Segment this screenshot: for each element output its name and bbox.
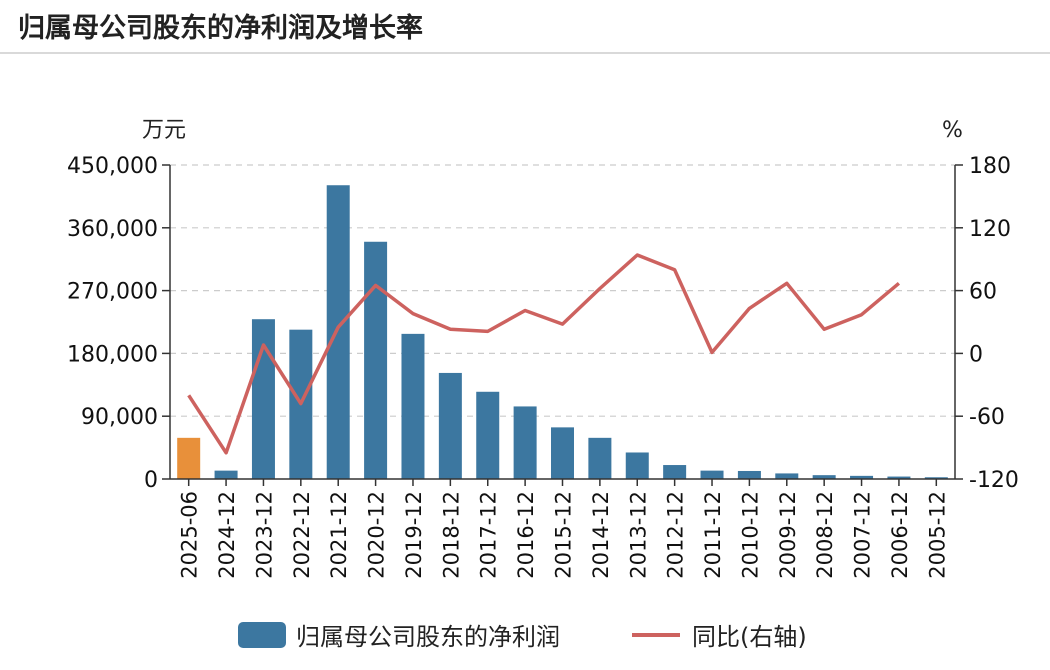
bar-2012-12 <box>663 465 687 479</box>
bar-2020-12 <box>364 241 388 479</box>
x-tick-label: 2017-12 <box>477 491 501 579</box>
bar-2008-12 <box>812 475 836 479</box>
bar-2024-12 <box>214 470 238 479</box>
x-tick-label: 2013-12 <box>626 491 650 579</box>
bar-2007-12 <box>850 475 874 479</box>
x-tick-label: 2021-12 <box>327 491 351 579</box>
growth-line <box>187 253 901 455</box>
bar-2017-12 <box>476 391 500 479</box>
x-tick-label: 2015-12 <box>552 491 576 579</box>
right-tick-label: -60 <box>969 405 1005 430</box>
axes: 0 90,000 180,000 270,000 360,000 450,000 -120 -… <box>67 154 1019 579</box>
x-tick-label: 2025-06 <box>178 491 202 579</box>
legend: 归属母公司股东的净利润 同比(右轴) <box>238 622 807 651</box>
left-tick-label: 180,000 <box>67 342 158 367</box>
x-tick-label: 2018-12 <box>439 491 463 579</box>
left-tick-label: 90,000 <box>81 405 158 430</box>
left-tick-label: 360,000 <box>67 217 158 242</box>
grid-lines <box>170 164 955 417</box>
x-tick-label: 2009-12 <box>776 491 800 579</box>
x-tick-label: 2010-12 <box>738 491 762 579</box>
right-tick-label: 0 <box>969 342 983 367</box>
x-tick-label: 2008-12 <box>813 491 837 579</box>
right-tick-label: -120 <box>969 468 1019 493</box>
bar-2011-12 <box>700 470 724 479</box>
x-tick-label: 2024-12 <box>215 491 239 579</box>
bar-2021-12 <box>326 185 350 480</box>
bar-2005-12 <box>924 477 948 479</box>
bar-2013-12 <box>625 452 649 479</box>
chart-title: 归属母公司股东的净利润及增长率 <box>18 13 423 44</box>
bar-2009-12 <box>775 473 799 479</box>
x-tick-label: 2006-12 <box>888 491 912 579</box>
bar-series <box>177 185 948 480</box>
right-tick-label: 120 <box>969 217 1011 242</box>
left-tick-label: 270,000 <box>67 280 158 305</box>
x-tick-label: 2011-12 <box>701 491 725 579</box>
right-tick-label: 60 <box>969 280 997 305</box>
x-tick-label: 2012-12 <box>664 491 688 579</box>
bar-2016-12 <box>513 406 537 479</box>
right-tick-label: 180 <box>969 154 1011 179</box>
bar-2006-12 <box>887 476 911 479</box>
x-tick-label: 2014-12 <box>589 491 613 579</box>
x-tick-label: 2020-12 <box>365 491 389 579</box>
bar-2014-12 <box>588 437 612 479</box>
chart-header: 归属母公司股东的净利润及增长率 <box>0 0 1050 54</box>
x-tick-label: 2023-12 <box>252 491 276 579</box>
bar-2018-12 <box>438 372 462 479</box>
right-axis-unit: % <box>942 118 963 143</box>
x-tick-label: 2007-12 <box>851 491 875 579</box>
x-tick-label: 2005-12 <box>925 491 949 579</box>
left-axis-unit: 万元 <box>142 118 186 143</box>
line-series <box>187 253 901 455</box>
bar-2025-06 <box>177 437 201 479</box>
bar-2023-12 <box>251 319 275 479</box>
bar-2010-12 <box>737 470 761 479</box>
bar-2019-12 <box>401 333 425 479</box>
legend-bar-swatch <box>238 622 286 648</box>
legend-bar-label: 归属母公司股东的净利润 <box>296 623 560 651</box>
x-tick-label: 2022-12 <box>290 491 314 579</box>
x-tick-label: 2019-12 <box>402 491 426 579</box>
x-tick-label: 2016-12 <box>514 491 538 579</box>
legend-line-label: 同比(右轴) <box>692 623 807 651</box>
left-tick-label: 0 <box>144 468 158 493</box>
bar-2015-12 <box>551 427 574 479</box>
left-tick-label: 450,000 <box>67 154 158 179</box>
